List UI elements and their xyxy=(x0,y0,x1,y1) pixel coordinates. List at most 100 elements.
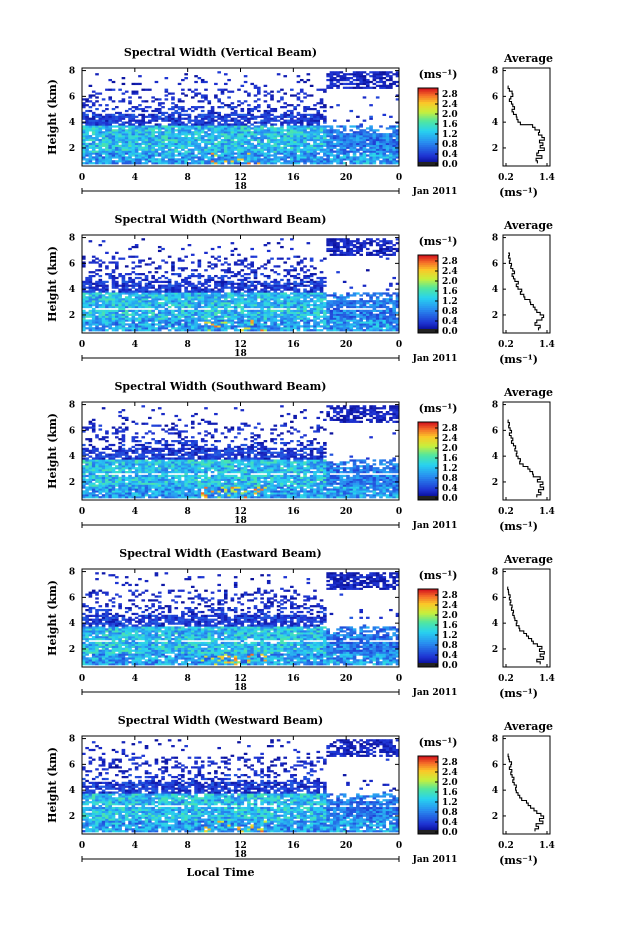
x-tick-label: 0 xyxy=(396,674,402,684)
x-tick-label: 0 xyxy=(79,841,85,851)
average-frame xyxy=(502,401,551,501)
panel-title: Spectral Width (Vertical Beam) xyxy=(124,46,317,59)
colorbar-tick-label: 1.6 xyxy=(442,788,458,798)
avg-x-tick-label: 0.2 xyxy=(498,340,514,350)
avg-y-tick-label: 6 xyxy=(492,593,498,603)
colorbar xyxy=(418,255,438,334)
chart-panel-1: Spectral Width (Vertical Beam) 2 4 6 8 Height… xyxy=(46,46,555,199)
date-label: Jan 2011 xyxy=(412,521,458,531)
average-line xyxy=(508,252,545,331)
x-tick-label: 12 xyxy=(234,841,247,851)
y-tick-label: 8 xyxy=(69,568,75,578)
colorbar-tick-label: 0.8 xyxy=(442,140,458,150)
y-axis-label: Height (km) xyxy=(46,246,59,322)
colorbar-tick-label: 2.4 xyxy=(442,100,458,110)
x-tick-label: 4 xyxy=(132,841,138,851)
colorbar-tick-label: 0.0 xyxy=(442,160,458,170)
average-frame xyxy=(502,234,551,334)
x-tick-label: 12 xyxy=(234,173,247,183)
avg-y-tick-label: 2 xyxy=(492,812,498,822)
x-tick-label: 0 xyxy=(396,507,402,517)
colorbar-tick-label: 2.8 xyxy=(442,257,458,267)
x-tick-label: 0 xyxy=(79,173,85,183)
colorbar-tick-label: 1.2 xyxy=(442,798,458,808)
colorbar-tick-label: 2.0 xyxy=(442,611,458,621)
colorbar-label: (ms⁻¹) xyxy=(419,402,458,415)
colorbar-tick-label: 1.2 xyxy=(442,297,458,307)
avg-x-tick-label: 0.2 xyxy=(498,507,514,517)
x-tick-label: 20 xyxy=(340,173,353,183)
colorbar-label: (ms⁻¹) xyxy=(419,235,458,248)
panel-title: Spectral Width (Northward Beam) xyxy=(115,213,327,226)
x-tick-label: 20 xyxy=(340,674,353,684)
avg-x-tick-label: 1.4 xyxy=(539,507,555,517)
y-tick-label: 6 xyxy=(69,426,75,436)
avg-y-tick-label: 4 xyxy=(492,452,498,462)
average-xlabel: (ms⁻¹) xyxy=(499,353,538,366)
x-tick-label: 4 xyxy=(132,173,138,183)
colorbar-under xyxy=(418,663,438,667)
avg-y-tick-label: 8 xyxy=(492,401,498,411)
y-tick-label: 6 xyxy=(69,92,75,102)
colorbar-frame xyxy=(417,421,439,501)
average-title: Average xyxy=(503,553,553,566)
colorbar-under xyxy=(418,496,438,500)
x-tick-label: 20 xyxy=(340,507,353,517)
y-tick-label: 6 xyxy=(69,259,75,269)
colorbar-tick-label: 0.0 xyxy=(442,327,458,337)
colorbar-frame xyxy=(417,588,439,668)
average-xlabel: (ms⁻¹) xyxy=(499,520,538,533)
colorbar-tick-label: 2.0 xyxy=(442,110,458,120)
avg-y-tick-label: 6 xyxy=(492,92,498,102)
heatmap xyxy=(82,739,400,833)
average-profile: Average 2 4 6 8 0.2 1.4(ms⁻¹) xyxy=(492,219,555,366)
colorbar-tick-label: 2.8 xyxy=(442,424,458,434)
heatmap xyxy=(82,572,400,666)
colorbar-label: (ms⁻¹) xyxy=(419,736,458,749)
colorbar-under xyxy=(418,162,438,166)
colorbar-frame xyxy=(417,87,439,167)
chart-panel-5: Spectral Width (Westward Beam) 2 4 6 8 Height… xyxy=(46,714,555,867)
avg-y-tick-label: 6 xyxy=(492,760,498,770)
avg-x-tick-label: 0.2 xyxy=(498,674,514,684)
date-label: Jan 2011 xyxy=(412,187,458,197)
y-tick-label: 6 xyxy=(69,593,75,603)
colorbar-tick-label: 1.6 xyxy=(442,287,458,297)
colorbar-tick-label: 2.0 xyxy=(442,444,458,454)
average-title: Average xyxy=(503,52,553,65)
colorbar-tick-label: 0.4 xyxy=(442,818,458,828)
chart-panel-2: Spectral Width (Northward Beam) 2 4 6 8 Heigh… xyxy=(46,213,555,366)
date-label: Jan 2011 xyxy=(412,354,458,364)
colorbar-tick-label: 2.0 xyxy=(442,277,458,287)
x-axis-label: Local Time xyxy=(187,866,255,879)
colorbar-tick-label: 0.4 xyxy=(442,317,458,327)
average-profile: Average 2 4 6 8 0.2 1.4(ms⁻¹) xyxy=(492,553,555,700)
average-frame xyxy=(502,568,551,668)
y-tick-label: 4 xyxy=(69,786,75,796)
day-label: 18 xyxy=(234,516,247,526)
y-axis-label: Height (km) xyxy=(46,747,59,823)
x-tick-label: 4 xyxy=(132,340,138,350)
heatmap xyxy=(82,405,400,499)
avg-y-tick-label: 4 xyxy=(492,285,498,295)
avg-y-tick-label: 2 xyxy=(492,311,498,321)
x-tick-label: 12 xyxy=(234,507,247,517)
colorbar-tick-label: 0.4 xyxy=(442,484,458,494)
y-tick-label: 8 xyxy=(69,401,75,411)
colorbar-tick-label: 2.4 xyxy=(442,768,458,778)
x-tick-label: 20 xyxy=(340,340,353,350)
x-tick-label: 8 xyxy=(185,173,191,183)
x-tick-label: 20 xyxy=(340,841,353,851)
y-tick-label: 8 xyxy=(69,735,75,745)
colorbar-tick-label: 2.8 xyxy=(442,90,458,100)
colorbar xyxy=(418,422,438,501)
day-label: 18 xyxy=(234,683,247,693)
avg-x-tick-label: 1.4 xyxy=(539,173,555,183)
average-line xyxy=(507,753,545,832)
colorbar-tick-label: 1.6 xyxy=(442,454,458,464)
x-tick-label: 16 xyxy=(287,674,300,684)
average-xlabel: (ms⁻¹) xyxy=(499,687,538,700)
colorbar-tick-label: 0.0 xyxy=(442,828,458,838)
colorbar-tick-label: 0.4 xyxy=(442,150,458,160)
